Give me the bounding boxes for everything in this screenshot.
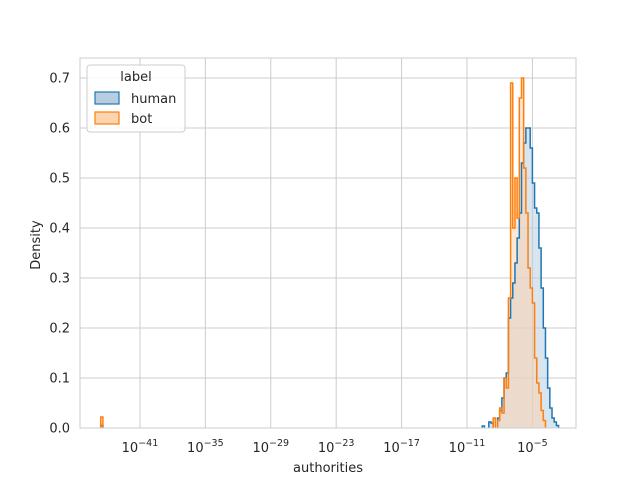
histogram-bar-bot [512,228,515,428]
histogram-bar-human [536,213,539,428]
histogram-bar-bot [510,83,513,428]
histogram-bar-human [538,248,542,428]
plot-frame [79,57,577,429]
histogram-bar-human [547,388,550,428]
histogram-bar-bot [528,268,531,428]
histogram-bar-bot [521,78,524,428]
x-tick-label: 10−29 [252,438,289,456]
histogram-bar-human [554,422,557,428]
histogram-bar-bot [100,417,103,428]
y-tick-label: 0.6 [49,122,70,137]
histogram-bar-bot [543,420,546,428]
histogram-bar-human [488,422,491,428]
y-tick-label: 0.4 [49,222,70,237]
histogram-bar-bot [519,98,522,428]
legend-entry-bot: bot [131,112,152,127]
histogram-bar-bot [536,383,539,428]
histogram-bar-human [549,408,553,428]
histogram-bar-bot [538,393,542,428]
x-tick-label: 10−23 [318,438,355,456]
x-axis-label: authorities [293,461,363,476]
x-tick-label: 10−17 [383,438,420,456]
histogram-bar-bot [493,418,496,428]
y-tick-label: 0.1 [49,372,70,387]
x-tick-label: 10−35 [187,438,224,456]
histogram-bar-bot [523,168,526,428]
histogram-bar-bot [534,358,537,428]
histogram-bar-human [534,208,537,428]
histogram-bar-human [541,288,544,428]
legend-title: label [120,70,151,85]
y-tick-label: 0.7 [49,72,70,87]
histogram-step-human [99,127,560,428]
legend-swatch-bot [94,111,120,125]
histogram-bar-bot [517,218,520,428]
histogram-steps [99,77,560,428]
histogram-bar-bot [497,420,500,428]
histogram-bar-bot [506,388,509,428]
y-tick-label: 0.2 [49,322,70,337]
histogram-bar-bot [525,213,529,428]
histogram-bar-bot [501,413,505,428]
histogram-step-bot [99,77,547,428]
histogram-bar-human [543,328,546,428]
x-tick-labels: 10−41 10−35 10−29 10−23 10−17 10−11 10−5 [122,438,548,456]
legend-entry-human: human [131,92,176,107]
legend-swatch-human [94,91,120,105]
histogram-bar-human [556,425,559,428]
histogram-bar-bot [532,303,535,428]
x-tick-label: 10−41 [122,438,159,456]
y-tick-label: 0.0 [49,422,70,437]
y-tick-label: 0.5 [49,172,70,187]
histogram-bar-bot [530,288,533,428]
histogram-bar-human [552,418,555,428]
histogram-bar-human [482,426,485,428]
histogram-bar-human [490,423,494,428]
y-axis-label: Density [29,220,44,270]
histogram-bar-bot [499,408,502,428]
histogram-bar-bot [504,378,507,428]
histogram-bar-bot [541,410,544,428]
legend: label human bot [86,64,186,133]
x-tick-label: 10−11 [449,438,486,456]
y-tick-labels: 0.0 0.1 0.2 0.3 0.4 0.5 0.6 0.7 [49,72,70,437]
histogram-bar-human [545,358,548,428]
y-tick-label: 0.3 [49,272,70,287]
histogram-bar-bot [514,178,518,428]
x-tick-label: 10−5 [517,438,548,456]
histogram-bar-bot [508,298,511,428]
